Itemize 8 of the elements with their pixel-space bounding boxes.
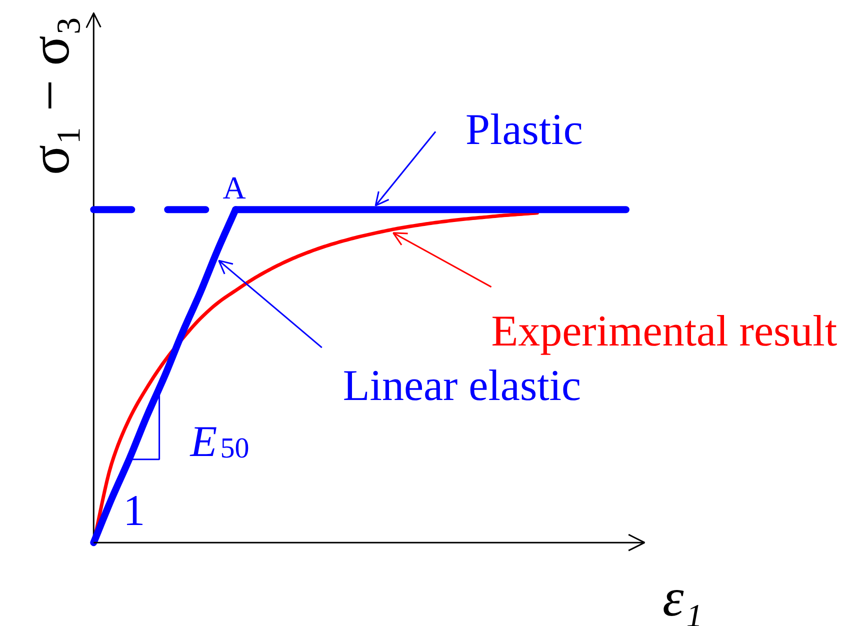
text: A [222, 170, 246, 206]
series-label: Plastic [466, 105, 583, 154]
x-axis-title: ε₁ [662, 568, 703, 626]
text: Experimental result [491, 306, 838, 356]
annotation: 1 [123, 486, 146, 535]
text: Linear elastic [342, 361, 582, 410]
annotation: E50 [189, 416, 250, 466]
y-axis-title: σ₁ − σ₃ [20, 16, 82, 175]
